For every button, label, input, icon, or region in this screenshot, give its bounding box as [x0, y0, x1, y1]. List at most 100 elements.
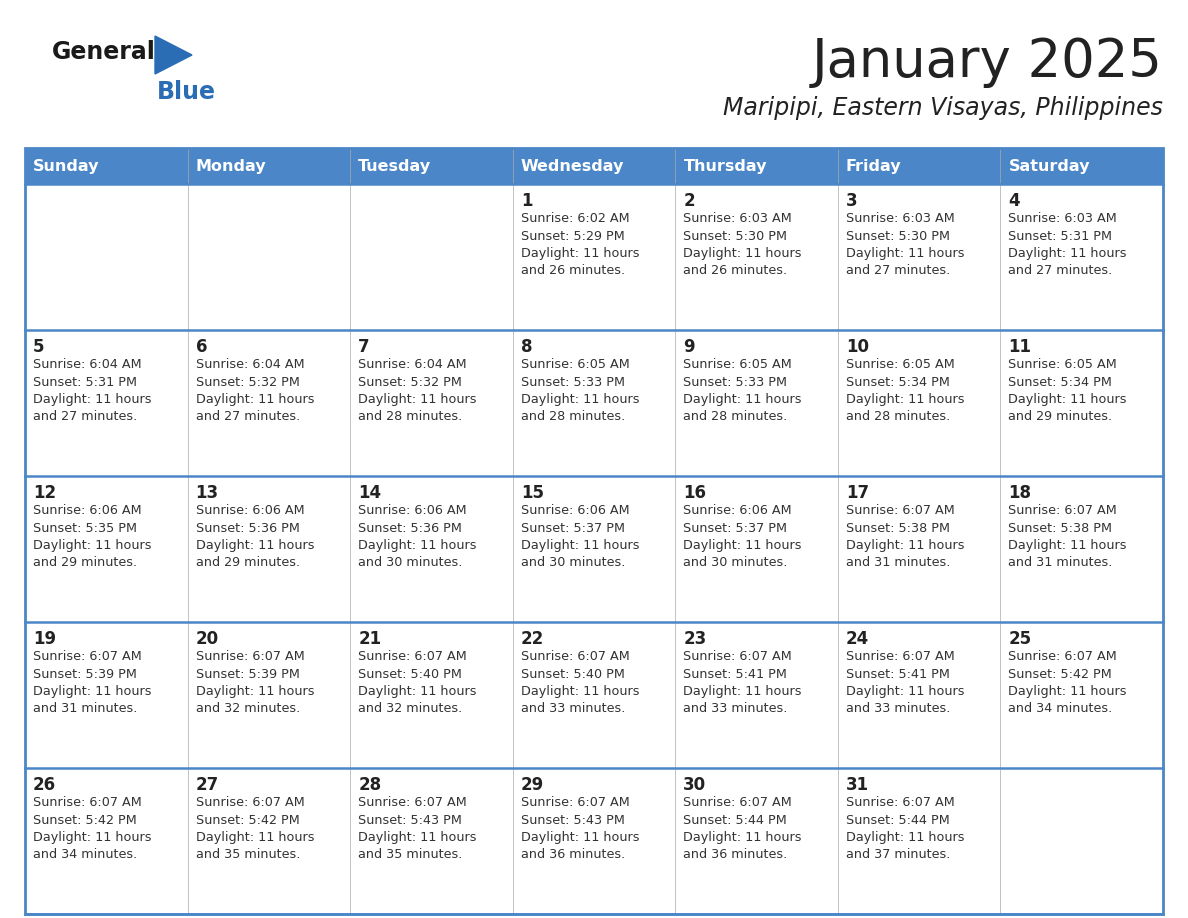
- Text: Sunset: 5:34 PM: Sunset: 5:34 PM: [846, 375, 949, 388]
- Text: Sunset: 5:41 PM: Sunset: 5:41 PM: [846, 667, 949, 680]
- Bar: [350, 768, 513, 914]
- Text: Sunset: 5:34 PM: Sunset: 5:34 PM: [1009, 375, 1112, 388]
- Text: January 2025: January 2025: [813, 36, 1163, 88]
- Bar: [838, 622, 1000, 768]
- Text: Sunset: 5:32 PM: Sunset: 5:32 PM: [196, 375, 299, 388]
- Bar: [838, 184, 1000, 330]
- Text: Sunrise: 6:07 AM: Sunrise: 6:07 AM: [520, 650, 630, 663]
- Bar: [350, 330, 513, 476]
- Text: Friday: Friday: [846, 159, 902, 174]
- Text: Sunrise: 6:07 AM: Sunrise: 6:07 AM: [358, 796, 467, 809]
- Bar: [513, 184, 675, 330]
- Text: 8: 8: [520, 338, 532, 356]
- Text: and 32 minutes.: and 32 minutes.: [358, 702, 462, 715]
- Text: Sunrise: 6:06 AM: Sunrise: 6:06 AM: [683, 504, 792, 517]
- Text: Daylight: 11 hours: Daylight: 11 hours: [1009, 539, 1127, 552]
- Text: Wednesday: Wednesday: [520, 159, 624, 174]
- Text: Daylight: 11 hours: Daylight: 11 hours: [1009, 393, 1127, 406]
- Text: 12: 12: [33, 484, 56, 502]
- Text: and 27 minutes.: and 27 minutes.: [846, 264, 950, 277]
- Text: Daylight: 11 hours: Daylight: 11 hours: [683, 685, 802, 698]
- Text: and 33 minutes.: and 33 minutes.: [520, 702, 625, 715]
- Text: Daylight: 11 hours: Daylight: 11 hours: [520, 393, 639, 406]
- Text: and 35 minutes.: and 35 minutes.: [196, 848, 299, 861]
- Text: and 28 minutes.: and 28 minutes.: [683, 410, 788, 423]
- Text: Daylight: 11 hours: Daylight: 11 hours: [33, 393, 152, 406]
- Text: Sunset: 5:42 PM: Sunset: 5:42 PM: [33, 813, 137, 826]
- Text: 18: 18: [1009, 484, 1031, 502]
- Text: Sunset: 5:35 PM: Sunset: 5:35 PM: [33, 521, 137, 534]
- Bar: [675, 148, 838, 184]
- Bar: [1000, 768, 1163, 914]
- Bar: [25, 148, 1163, 914]
- Text: Sunrise: 6:07 AM: Sunrise: 6:07 AM: [683, 796, 792, 809]
- Text: Sunrise: 6:03 AM: Sunrise: 6:03 AM: [683, 212, 792, 225]
- Text: and 33 minutes.: and 33 minutes.: [846, 702, 950, 715]
- Text: Thursday: Thursday: [683, 159, 767, 174]
- Text: 21: 21: [358, 630, 381, 648]
- Text: 5: 5: [33, 338, 44, 356]
- Text: 14: 14: [358, 484, 381, 502]
- Text: 7: 7: [358, 338, 369, 356]
- Text: and 28 minutes.: and 28 minutes.: [846, 410, 950, 423]
- Bar: [25, 768, 188, 914]
- Text: Sunrise: 6:04 AM: Sunrise: 6:04 AM: [33, 358, 141, 371]
- Text: Sunset: 5:38 PM: Sunset: 5:38 PM: [846, 521, 950, 534]
- Bar: [25, 184, 188, 330]
- Bar: [1000, 148, 1163, 184]
- Text: and 36 minutes.: and 36 minutes.: [520, 848, 625, 861]
- Text: Daylight: 11 hours: Daylight: 11 hours: [520, 685, 639, 698]
- Text: and 28 minutes.: and 28 minutes.: [520, 410, 625, 423]
- Text: Sunrise: 6:05 AM: Sunrise: 6:05 AM: [683, 358, 792, 371]
- Text: 1: 1: [520, 192, 532, 210]
- Text: Sunset: 5:38 PM: Sunset: 5:38 PM: [1009, 521, 1112, 534]
- Bar: [1000, 330, 1163, 476]
- Text: Sunrise: 6:03 AM: Sunrise: 6:03 AM: [846, 212, 955, 225]
- Text: Sunset: 5:33 PM: Sunset: 5:33 PM: [683, 375, 788, 388]
- Bar: [25, 622, 188, 768]
- Text: and 30 minutes.: and 30 minutes.: [358, 556, 462, 569]
- Text: Daylight: 11 hours: Daylight: 11 hours: [358, 539, 476, 552]
- Text: Sunset: 5:36 PM: Sunset: 5:36 PM: [358, 521, 462, 534]
- Bar: [188, 622, 350, 768]
- Text: 6: 6: [196, 338, 207, 356]
- Text: Sunset: 5:37 PM: Sunset: 5:37 PM: [683, 521, 788, 534]
- Text: Sunrise: 6:07 AM: Sunrise: 6:07 AM: [33, 796, 141, 809]
- Text: and 29 minutes.: and 29 minutes.: [196, 556, 299, 569]
- Bar: [1000, 184, 1163, 330]
- Bar: [513, 330, 675, 476]
- Text: Sunrise: 6:05 AM: Sunrise: 6:05 AM: [1009, 358, 1117, 371]
- Bar: [25, 476, 188, 622]
- Text: Daylight: 11 hours: Daylight: 11 hours: [33, 831, 152, 844]
- Text: and 30 minutes.: and 30 minutes.: [520, 556, 625, 569]
- Text: 22: 22: [520, 630, 544, 648]
- Text: 19: 19: [33, 630, 56, 648]
- Text: Daylight: 11 hours: Daylight: 11 hours: [846, 831, 965, 844]
- Text: Daylight: 11 hours: Daylight: 11 hours: [846, 247, 965, 260]
- Bar: [675, 330, 838, 476]
- Text: and 31 minutes.: and 31 minutes.: [1009, 556, 1113, 569]
- Bar: [25, 148, 188, 184]
- Text: Daylight: 11 hours: Daylight: 11 hours: [358, 831, 476, 844]
- Text: Daylight: 11 hours: Daylight: 11 hours: [846, 393, 965, 406]
- Text: and 29 minutes.: and 29 minutes.: [1009, 410, 1112, 423]
- Bar: [188, 476, 350, 622]
- Bar: [675, 768, 838, 914]
- Bar: [513, 148, 675, 184]
- Text: 25: 25: [1009, 630, 1031, 648]
- Bar: [188, 330, 350, 476]
- Bar: [838, 330, 1000, 476]
- Text: Tuesday: Tuesday: [359, 159, 431, 174]
- Text: Daylight: 11 hours: Daylight: 11 hours: [1009, 685, 1127, 698]
- Text: Sunday: Sunday: [33, 159, 100, 174]
- Text: Sunset: 5:44 PM: Sunset: 5:44 PM: [846, 813, 949, 826]
- Text: Sunset: 5:44 PM: Sunset: 5:44 PM: [683, 813, 786, 826]
- Text: Sunrise: 6:07 AM: Sunrise: 6:07 AM: [520, 796, 630, 809]
- Bar: [513, 768, 675, 914]
- Text: Sunrise: 6:07 AM: Sunrise: 6:07 AM: [358, 650, 467, 663]
- Text: Sunrise: 6:07 AM: Sunrise: 6:07 AM: [846, 504, 955, 517]
- Text: Daylight: 11 hours: Daylight: 11 hours: [683, 247, 802, 260]
- Text: Sunrise: 6:05 AM: Sunrise: 6:05 AM: [846, 358, 955, 371]
- Text: 29: 29: [520, 776, 544, 794]
- Text: and 34 minutes.: and 34 minutes.: [1009, 702, 1113, 715]
